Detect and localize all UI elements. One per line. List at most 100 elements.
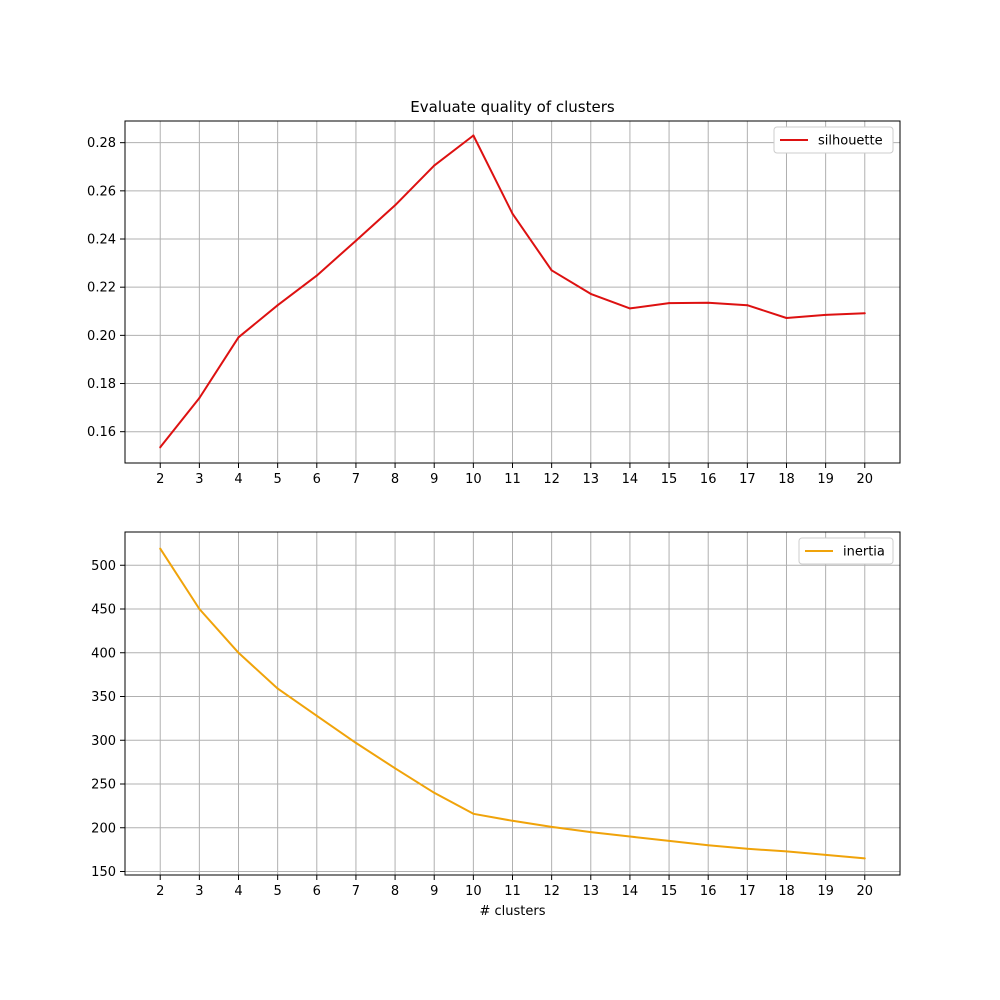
data-point	[315, 714, 318, 717]
x-tick-label: 6	[313, 884, 321, 899]
x-tick-label: 3	[195, 884, 203, 899]
x-tick-label: 8	[391, 884, 399, 899]
x-tick-label: 11	[504, 884, 521, 899]
data-point	[746, 847, 749, 850]
data-point	[707, 301, 710, 304]
x-tick-label: 3	[195, 472, 203, 487]
x-tick-label: 19	[817, 884, 834, 899]
x-axis-label: # clusters	[479, 904, 545, 919]
data-point	[315, 274, 318, 277]
data-point	[159, 446, 162, 449]
x-tick-label: 18	[778, 884, 795, 899]
x-tick-label: 6	[313, 472, 321, 487]
data-point	[668, 302, 671, 305]
y-tick-label: 0.24	[87, 233, 116, 248]
y-tick-label: 0.18	[87, 377, 116, 392]
x-tick-label: 11	[504, 472, 521, 487]
x-tick-label: 17	[739, 884, 756, 899]
chart-panel-2: 2 3 4 5 6 7 8 9 10 11 12 13 14 15 16 17 18 19 20 150 200 250 3…	[91, 531, 901, 919]
data-point	[237, 336, 240, 339]
y-tick-label: 150	[91, 865, 116, 880]
legend-box	[798, 537, 894, 565]
data-point	[394, 767, 397, 770]
data-point	[707, 844, 710, 847]
x-tick-label: 4	[234, 472, 242, 487]
x-tick-label: 9	[430, 472, 438, 487]
x-tick-label: 5	[274, 884, 282, 899]
data-point	[354, 741, 357, 744]
x-tick-label: 15	[661, 472, 678, 487]
data-point	[394, 204, 397, 207]
x-tick-label: 2	[156, 472, 164, 487]
x-tick-label: 14	[622, 884, 639, 899]
x-tick-label: 20	[856, 884, 873, 899]
data-point	[863, 312, 866, 315]
data-point	[198, 396, 201, 399]
y-tick-label: 0.26	[87, 184, 116, 199]
legend: silhouette	[773, 126, 894, 154]
plots: 2 3 4 5 6 7 8 9 10 11 12 13 14 15 16 17 18 19 20 0.16 0.18 0.…	[87, 98, 901, 919]
x-tick-label: 20	[856, 472, 873, 487]
data-point	[785, 317, 788, 320]
grid	[125, 121, 900, 463]
data-point	[785, 850, 788, 853]
x-tick-label: 10	[465, 472, 482, 487]
y-tick-label: 500	[91, 559, 116, 574]
data-point	[433, 164, 436, 167]
y-tick-label: 250	[91, 778, 116, 793]
data-point	[511, 212, 514, 215]
data-point	[276, 687, 279, 690]
data-point	[511, 819, 514, 822]
data-point	[589, 292, 592, 295]
data-point	[276, 304, 279, 307]
data-point	[472, 812, 475, 815]
y-tick-label: 450	[91, 603, 116, 618]
x-tick-label: 14	[622, 472, 639, 487]
x-tick-label: 12	[543, 472, 560, 487]
y-tick-label: 400	[91, 646, 116, 661]
grid	[125, 532, 900, 875]
legend-label: silhouette	[818, 134, 883, 149]
x-tick-label: 16	[700, 472, 717, 487]
x-tick-label: 15	[661, 884, 678, 899]
data-point	[159, 547, 162, 550]
data-point	[433, 791, 436, 794]
axes-frame	[124, 531, 901, 876]
x-tick-label: 4	[234, 884, 242, 899]
x-tick-label: 13	[583, 884, 600, 899]
legend-label: inertia	[843, 545, 885, 560]
x-tick-label: 16	[700, 884, 717, 899]
x-tick-label: 9	[430, 884, 438, 899]
axes-frame	[124, 120, 901, 464]
data-point	[863, 857, 866, 860]
y-tick-label: 300	[91, 734, 116, 749]
chart-title: Evaluate quality of clusters	[410, 98, 615, 116]
chart-panel-1: 2 3 4 5 6 7 8 9 10 11 12 13 14 15 16 17 18 19 20 0.16 0.18 0.…	[87, 98, 901, 487]
y-tick-label: 0.22	[87, 281, 116, 296]
data-point	[628, 835, 631, 838]
y-tick-label: 350	[91, 690, 116, 705]
x-tick-label: 8	[391, 472, 399, 487]
data-point	[550, 825, 553, 828]
data-point	[237, 651, 240, 654]
data-point	[628, 307, 631, 310]
y-tick-label: 0.20	[87, 329, 116, 344]
x-tick-label: 10	[465, 884, 482, 899]
x-tick-label: 19	[817, 472, 834, 487]
x-tick-label: 7	[352, 884, 360, 899]
data-point	[198, 608, 201, 610]
data-point	[746, 304, 749, 307]
y-tick-label: 0.28	[87, 136, 116, 151]
x-tick-label: 13	[583, 472, 600, 487]
y-tick-label: 200	[91, 821, 116, 836]
x-tick-label: 17	[739, 472, 756, 487]
x-tick-label: 18	[778, 472, 795, 487]
x-tick-label: 2	[156, 884, 164, 899]
x-tick-label: 7	[352, 472, 360, 487]
x-tick-label: 12	[543, 884, 560, 899]
data-point	[550, 269, 553, 272]
data-point	[354, 239, 357, 242]
legend-box	[773, 126, 894, 154]
